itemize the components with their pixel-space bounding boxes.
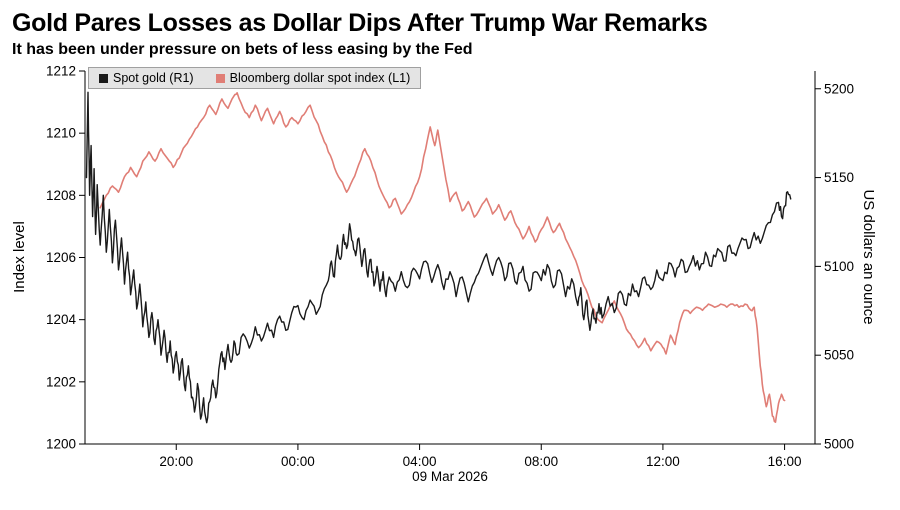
legend-item-spot-gold: Spot gold (R1) — [99, 71, 194, 85]
left-axis-tick-label: 1202 — [46, 375, 76, 390]
x-axis-tick-label: 20:00 — [159, 454, 193, 469]
x-axis-tick-label: 12:00 — [646, 454, 680, 469]
spot-gold-line — [85, 91, 792, 424]
legend-label-spot-gold: Spot gold (R1) — [113, 71, 194, 86]
plot-svg: Index level US dollars an ounce 09 Mar 2… — [11, 64, 877, 485]
x-axis-date-label: 09 Mar 2026 — [412, 469, 488, 484]
left-axis-tick-label: 1212 — [46, 64, 76, 79]
left-axis-title: Index level — [11, 221, 28, 293]
x-axis-tick-label: 04:00 — [403, 454, 437, 469]
right-axis-title: US dollars an ounce — [860, 190, 877, 325]
left-axis-tick-label: 1210 — [46, 126, 76, 141]
chart-legend: Spot gold (R1) Bloomberg dollar spot ind… — [88, 67, 422, 90]
left-axis-tick-label: 1200 — [46, 437, 76, 452]
x-axis-tick-label: 16:00 — [768, 454, 802, 469]
right-axis-tick-label: 5000 — [824, 437, 854, 452]
chart-header: Gold Pares Losses as Dollar Dips After T… — [0, 0, 900, 59]
left-axis-tick-label: 1208 — [46, 188, 76, 203]
legend-swatch-spot-gold — [99, 73, 108, 83]
right-axis-tick-label: 5050 — [824, 348, 854, 363]
chart-area: Spot gold (R1) Bloomberg dollar spot ind… — [0, 59, 900, 499]
left-axis-tick-label: 1206 — [46, 250, 76, 265]
chart-title: Gold Pares Losses as Dollar Dips After T… — [12, 9, 708, 37]
legend-label-dollar-index: Bloomberg dollar spot index (L1) — [229, 71, 411, 86]
x-axis-tick-label: 00:00 — [281, 454, 315, 469]
x-axis-tick-label: 08:00 — [524, 454, 558, 469]
legend-swatch-dollar-index — [215, 73, 225, 83]
chart-subtitle: It has been under pressure on bets of le… — [12, 41, 473, 59]
right-axis-tick-label: 5100 — [824, 259, 854, 274]
legend-item-dollar-index: Bloomberg dollar spot index (L1) — [215, 71, 411, 86]
dollar-index-line — [99, 92, 786, 424]
right-axis-tick-label: 5150 — [824, 170, 854, 185]
right-axis-tick-label: 5200 — [824, 82, 854, 97]
left-axis-tick-label: 1204 — [46, 312, 77, 327]
